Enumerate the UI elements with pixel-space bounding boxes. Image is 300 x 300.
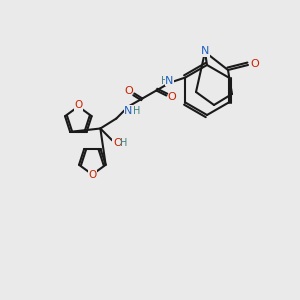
Text: N: N [165, 76, 173, 85]
Text: H: H [133, 106, 140, 116]
Text: N: N [124, 106, 133, 116]
Text: O: O [167, 92, 176, 103]
Text: O: O [88, 170, 97, 181]
Text: H: H [120, 139, 127, 148]
Text: N: N [201, 46, 209, 56]
Text: O: O [113, 139, 122, 148]
Text: O: O [74, 100, 82, 110]
Text: O: O [250, 59, 260, 69]
Text: O: O [124, 86, 133, 97]
Text: H: H [161, 76, 168, 85]
